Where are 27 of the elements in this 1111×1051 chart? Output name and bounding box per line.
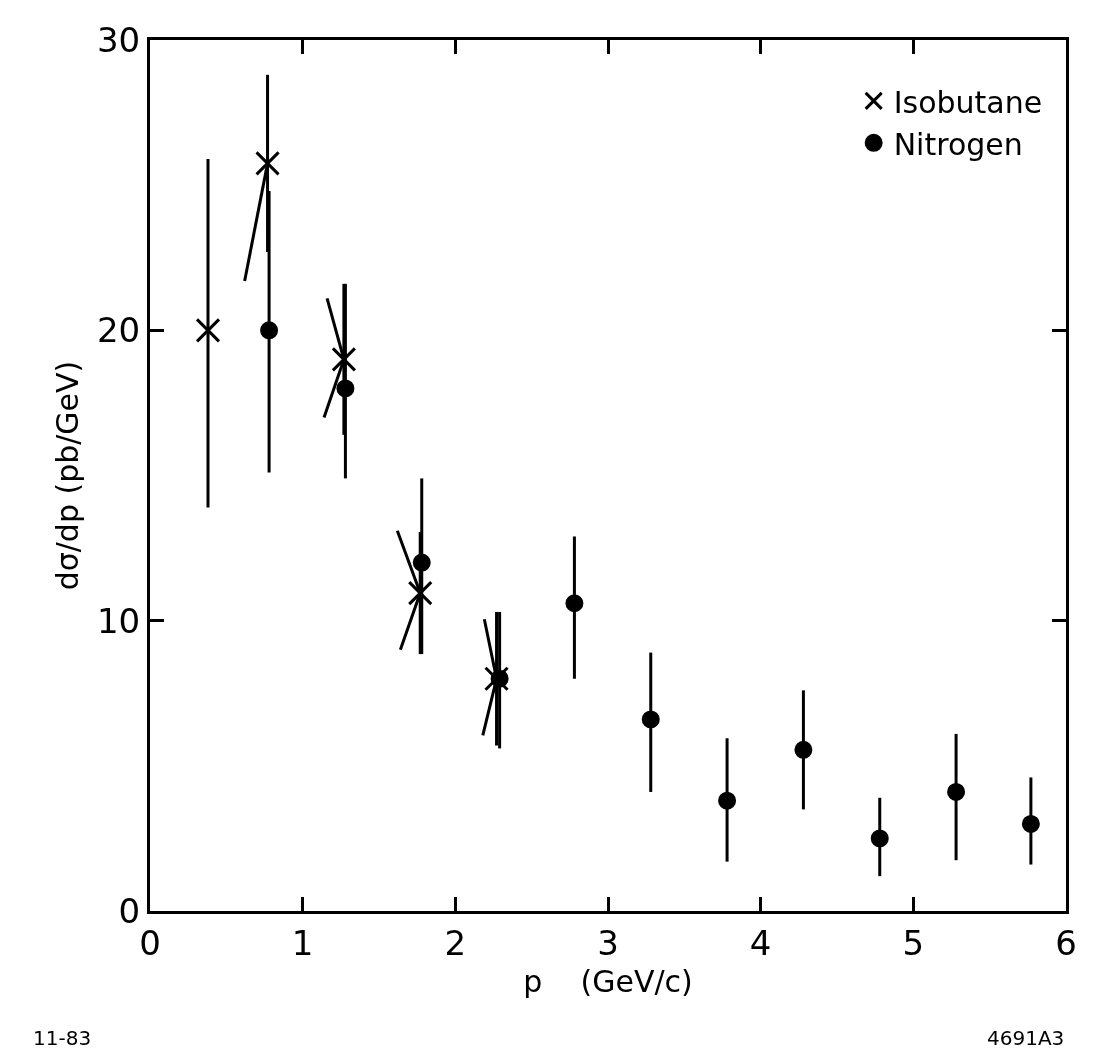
point: [794, 740, 813, 759]
point: [565, 594, 584, 613]
x-axis-title: p (GeV/c): [523, 964, 693, 1000]
point: [870, 829, 889, 848]
point: [718, 791, 737, 810]
x-tick-label: 2: [444, 922, 467, 963]
point: [641, 710, 660, 729]
point: [1021, 814, 1040, 833]
point: [947, 782, 966, 801]
text: 4691A3: [987, 1026, 1065, 1050]
x-tick-label: 1: [291, 922, 314, 963]
point: [336, 379, 355, 398]
y-tick-label: 10: [96, 600, 141, 641]
point: [260, 321, 279, 340]
legend-label: Isobutane: [893, 84, 1043, 120]
point: [195, 317, 221, 343]
text: 11-83: [33, 1026, 92, 1050]
point: [412, 553, 431, 572]
x-tick-label: 6: [1055, 922, 1077, 963]
y-tick-label: 0: [118, 890, 141, 931]
legend-label: Nitrogen: [893, 126, 1023, 162]
y-axis-title: dσ/dp (pb/GeV): [49, 360, 85, 591]
y-tick-label: 20: [96, 310, 141, 351]
y-tick-label: 30: [96, 19, 141, 60]
x-tick-label: 5: [902, 922, 925, 963]
x-tick-label: 4: [749, 922, 772, 963]
x-tick-label: 3: [597, 922, 619, 963]
